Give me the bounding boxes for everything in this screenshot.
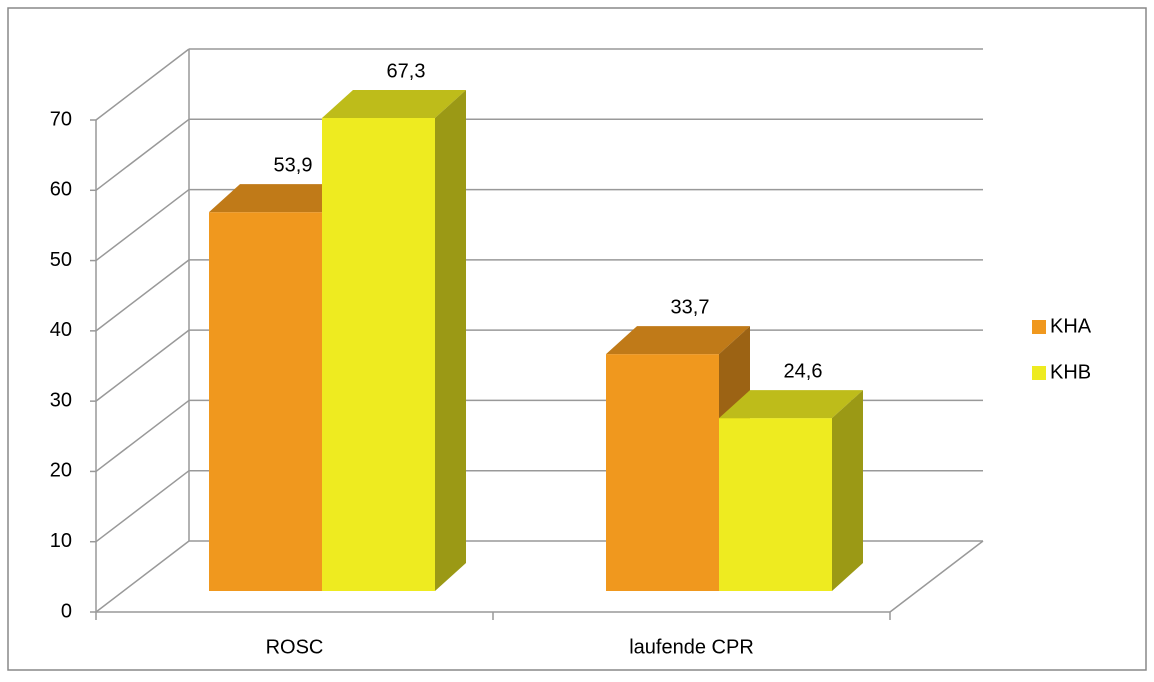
bar: [606, 354, 719, 591]
y-tick-label: 70: [50, 108, 72, 130]
y-tick-label: 30: [50, 389, 72, 411]
y-tick-label: 0: [61, 600, 72, 622]
grid-line: [95, 118, 190, 191]
grid-line: [95, 470, 190, 543]
legend-label: KHA: [1050, 315, 1092, 337]
floor-edge: [889, 540, 984, 613]
grid-line: [95, 540, 190, 613]
data-label: 24,6: [784, 360, 823, 382]
y-tick-label: 50: [50, 249, 72, 271]
bar: [209, 212, 322, 591]
legend-label: KHB: [1050, 361, 1091, 383]
bar: [719, 418, 832, 591]
x-tick-label: laufende CPR: [629, 636, 754, 658]
data-label: 53,9: [274, 154, 313, 176]
bar: [322, 117, 435, 591]
grid-line: [95, 259, 190, 332]
grid-line: [95, 48, 190, 121]
y-tick-label: 10: [50, 530, 72, 552]
bar-top: [606, 326, 750, 355]
y-tick-label: 20: [50, 460, 72, 482]
bar-top: [322, 89, 466, 118]
chart-border: [7, 7, 1147, 671]
bar-side: [832, 390, 863, 591]
data-label: 33,7: [671, 296, 710, 318]
x-tick-label: ROSC: [266, 636, 324, 658]
bar-top: [209, 184, 353, 213]
data-label: 67,3: [387, 60, 426, 82]
legend-swatch: [1032, 366, 1046, 380]
grid-line: [95, 188, 190, 262]
y-tick-label: 40: [50, 319, 72, 341]
grid-line: [95, 399, 190, 473]
legend-swatch: [1032, 320, 1046, 334]
y-tick-label: 60: [50, 179, 72, 201]
bar-top: [719, 390, 863, 419]
grid-line: [95, 329, 190, 402]
bar-side: [435, 89, 466, 591]
